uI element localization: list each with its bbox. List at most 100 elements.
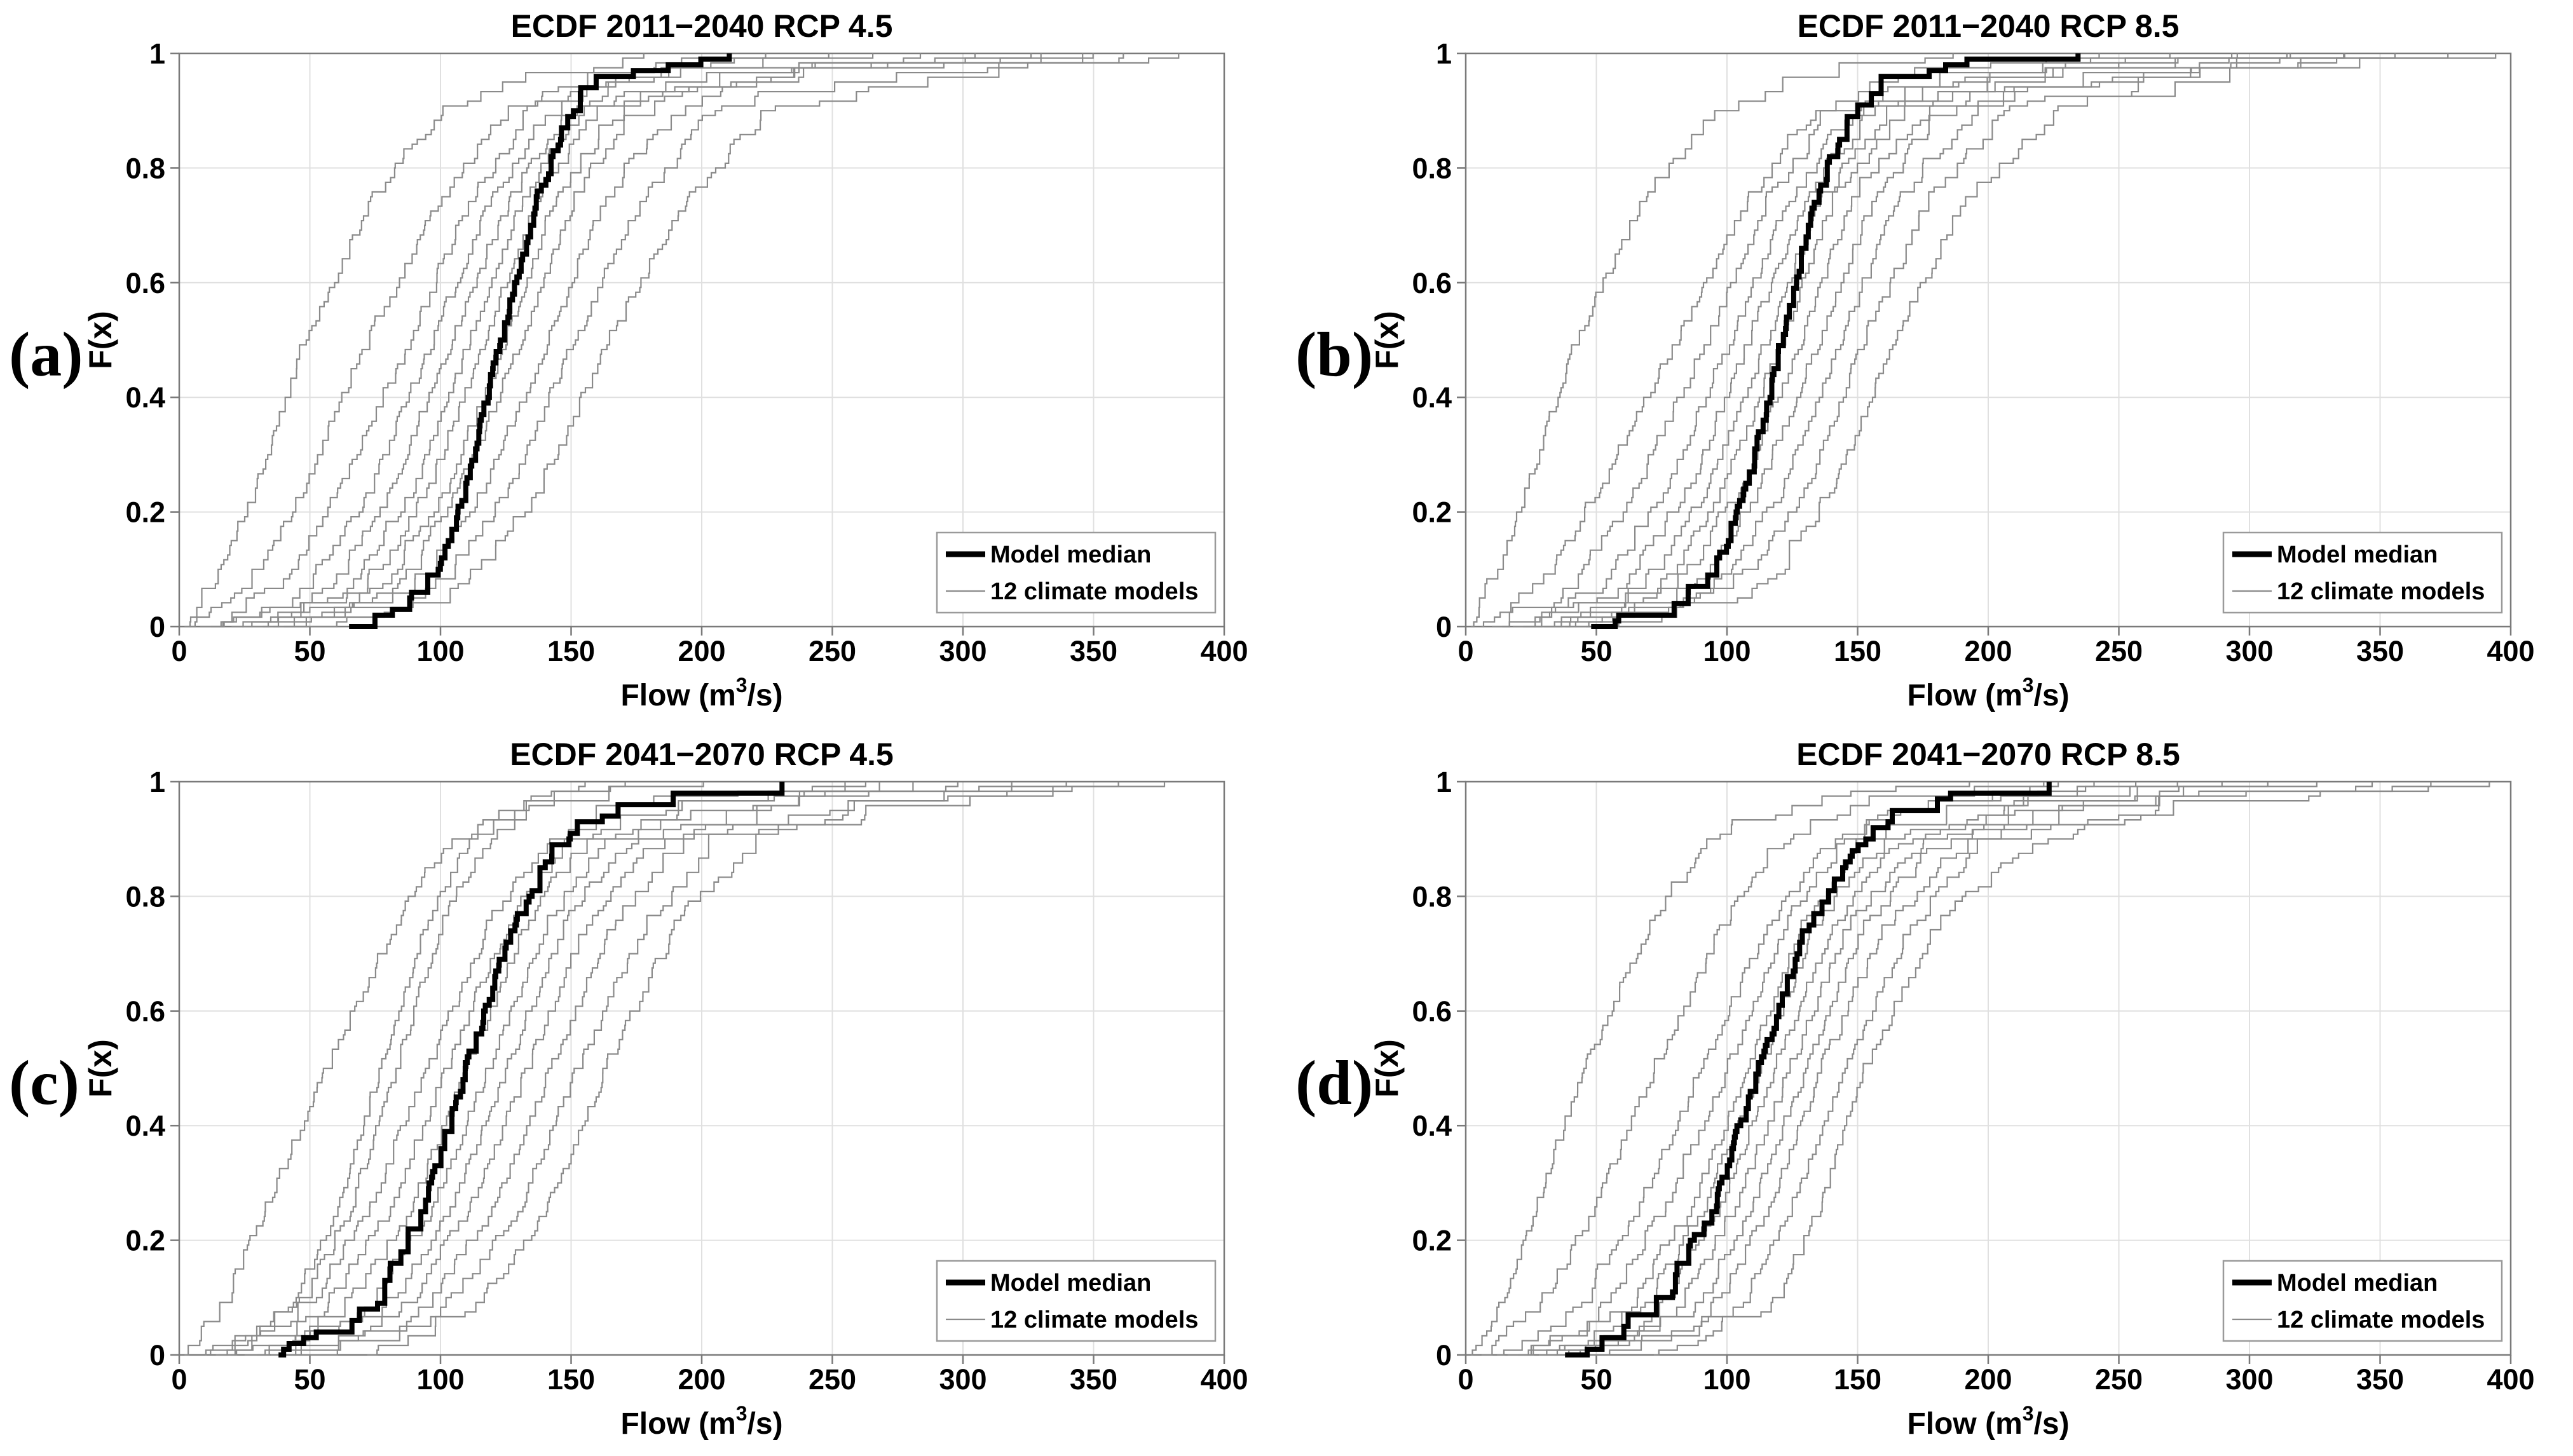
svg-text:50: 50 xyxy=(1580,635,1612,667)
svg-text:0: 0 xyxy=(149,611,165,643)
svg-text:250: 250 xyxy=(2095,635,2143,667)
svg-text:200: 200 xyxy=(1964,635,2012,667)
panel-d: 0 50 100 150 200 250 300 350 400 0 0.2 0.4 0.6 0.8 1 Mo… xyxy=(1286,728,2573,1456)
svg-text:1: 1 xyxy=(1436,766,1452,798)
x-axis-label-sup: 3 xyxy=(2022,674,2034,697)
ecdf-plot-c: 0 50 100 150 200 250 300 350 400 0 0.2 0.4 0.6 0.8 1 Mo… xyxy=(125,766,1248,1396)
svg-text:1: 1 xyxy=(149,766,165,798)
svg-text:0.4: 0.4 xyxy=(125,1110,165,1142)
x-axis-label: Flow (m3/s) xyxy=(1466,1402,2511,1441)
svg-text:250: 250 xyxy=(2095,1363,2143,1396)
chart-title-c: ECDF 2041−2070 RCP 4.5 xyxy=(510,737,894,772)
x-axis-label-pre: Flow (m xyxy=(1907,1407,2023,1441)
svg-text:200: 200 xyxy=(1964,1363,2012,1396)
panel-letter-a: (a) xyxy=(9,319,83,390)
svg-text:0.2: 0.2 xyxy=(125,1225,165,1257)
panel-c: 0 50 100 150 200 250 300 350 400 0 0.2 0.4 0.6 0.8 1 Mo… xyxy=(0,728,1286,1456)
svg-text:Model median: Model median xyxy=(990,541,1151,568)
svg-text:250: 250 xyxy=(809,635,856,667)
svg-text:100: 100 xyxy=(416,1363,464,1396)
svg-text:150: 150 xyxy=(1834,635,1881,667)
svg-text:0: 0 xyxy=(1457,1363,1473,1396)
x-axis-label: Flow (m3/s) xyxy=(179,674,1224,713)
svg-text:100: 100 xyxy=(416,635,464,667)
x-axis-label-pre: Flow (m xyxy=(620,679,736,712)
ecdf-plot-b: 0 50 100 150 200 250 300 350 400 0 0.2 0.4 0.6 0.8 1 Mo… xyxy=(1412,37,2534,667)
svg-text:Model median: Model median xyxy=(2277,541,2438,568)
svg-text:12 climate models: 12 climate models xyxy=(990,578,1198,605)
chart-title-b: ECDF 2011−2040 RCP 8.5 xyxy=(1797,8,2180,44)
svg-text:400: 400 xyxy=(2487,1363,2534,1396)
svg-text:300: 300 xyxy=(939,635,986,667)
svg-text:0.2: 0.2 xyxy=(1412,496,1452,529)
chart-title-a: ECDF 2011−2040 RCP 4.5 xyxy=(510,8,893,44)
x-axis-label-post: /s) xyxy=(747,679,783,712)
svg-text:12 climate models: 12 climate models xyxy=(2277,578,2485,605)
ecdf-plot-d: 0 50 100 150 200 250 300 350 400 0 0.2 0.4 0.6 0.8 1 Mo… xyxy=(1412,766,2534,1396)
legend: Model median 12 climate models xyxy=(2222,1260,2503,1342)
svg-text:300: 300 xyxy=(2225,635,2273,667)
svg-text:0.8: 0.8 xyxy=(125,152,165,184)
svg-text:1: 1 xyxy=(1436,37,1452,70)
svg-text:300: 300 xyxy=(2225,1363,2273,1396)
svg-text:300: 300 xyxy=(939,1363,986,1396)
svg-text:0: 0 xyxy=(171,635,187,667)
svg-text:50: 50 xyxy=(294,1363,325,1396)
svg-text:0.6: 0.6 xyxy=(125,995,165,1028)
panel-b: 0 50 100 150 200 250 300 350 400 0 0.2 0.4 0.6 0.8 1 Mo… xyxy=(1286,0,2573,728)
x-axis-label-post: /s) xyxy=(2033,1407,2070,1441)
legend: Model median 12 climate models xyxy=(936,531,1217,614)
svg-text:150: 150 xyxy=(547,635,595,667)
svg-text:Model median: Model median xyxy=(990,1270,1151,1296)
svg-text:250: 250 xyxy=(809,1363,856,1396)
svg-text:350: 350 xyxy=(2356,635,2404,667)
svg-text:0.6: 0.6 xyxy=(1412,995,1452,1028)
x-axis-label-pre: Flow (m xyxy=(1907,679,2023,712)
y-axis-label: F(x) xyxy=(1369,311,1405,369)
svg-text:0: 0 xyxy=(149,1339,165,1371)
svg-text:0.8: 0.8 xyxy=(1412,880,1452,913)
svg-text:350: 350 xyxy=(1070,635,1117,667)
svg-text:100: 100 xyxy=(1703,635,1751,667)
svg-text:0.4: 0.4 xyxy=(1412,1110,1452,1142)
svg-text:0: 0 xyxy=(1436,611,1452,643)
svg-text:12 climate models: 12 climate models xyxy=(2277,1307,2485,1333)
svg-text:0.8: 0.8 xyxy=(125,880,165,913)
x-axis-label-post: /s) xyxy=(747,1407,783,1441)
svg-text:50: 50 xyxy=(1580,1363,1612,1396)
panel-letter-d: (d) xyxy=(1295,1047,1374,1118)
svg-text:0.6: 0.6 xyxy=(125,267,165,299)
ecdf-plot-a: 0 50 100 150 200 250 300 350 400 0 0.2 0.4 0.6 0.8 1 Mo… xyxy=(125,37,1248,667)
svg-text:Model median: Model median xyxy=(2277,1270,2438,1296)
svg-text:400: 400 xyxy=(1200,635,1248,667)
svg-text:0: 0 xyxy=(1436,1339,1452,1371)
svg-text:350: 350 xyxy=(2356,1363,2404,1396)
x-axis-label-sup: 3 xyxy=(2022,1402,2034,1425)
legend: Model median 12 climate models xyxy=(2222,531,2503,614)
x-axis-label: Flow (m3/s) xyxy=(1466,674,2511,713)
svg-text:150: 150 xyxy=(1834,1363,1881,1396)
svg-text:1: 1 xyxy=(149,37,165,70)
y-axis-label: F(x) xyxy=(83,1039,118,1098)
panel-letter-b: (b) xyxy=(1295,319,1374,390)
panel-a: 0 50 100 150 200 250 300 350 400 0 0.2 0.4 0.6 0.8 1 Mo… xyxy=(0,0,1286,728)
x-axis-label-post: /s) xyxy=(2033,679,2070,712)
chart-title-d: ECDF 2041−2070 RCP 8.5 xyxy=(1796,737,2180,772)
x-axis-label-sup: 3 xyxy=(735,1402,747,1425)
y-axis-label: F(x) xyxy=(83,311,118,369)
svg-text:100: 100 xyxy=(1703,1363,1751,1396)
x-axis-label-pre: Flow (m xyxy=(620,1407,736,1441)
svg-text:200: 200 xyxy=(678,1363,725,1396)
svg-text:350: 350 xyxy=(1070,1363,1117,1396)
svg-text:0: 0 xyxy=(171,1363,187,1396)
svg-text:0.6: 0.6 xyxy=(1412,267,1452,299)
svg-text:400: 400 xyxy=(1200,1363,1248,1396)
y-axis-label: F(x) xyxy=(1369,1039,1405,1098)
svg-text:0: 0 xyxy=(1457,635,1473,667)
legend: Model median 12 climate models xyxy=(936,1260,1217,1342)
x-axis-label-sup: 3 xyxy=(735,674,747,697)
svg-text:0.4: 0.4 xyxy=(1412,381,1452,414)
svg-text:12 climate models: 12 climate models xyxy=(990,1307,1198,1333)
panel-letter-c: (c) xyxy=(9,1047,79,1118)
